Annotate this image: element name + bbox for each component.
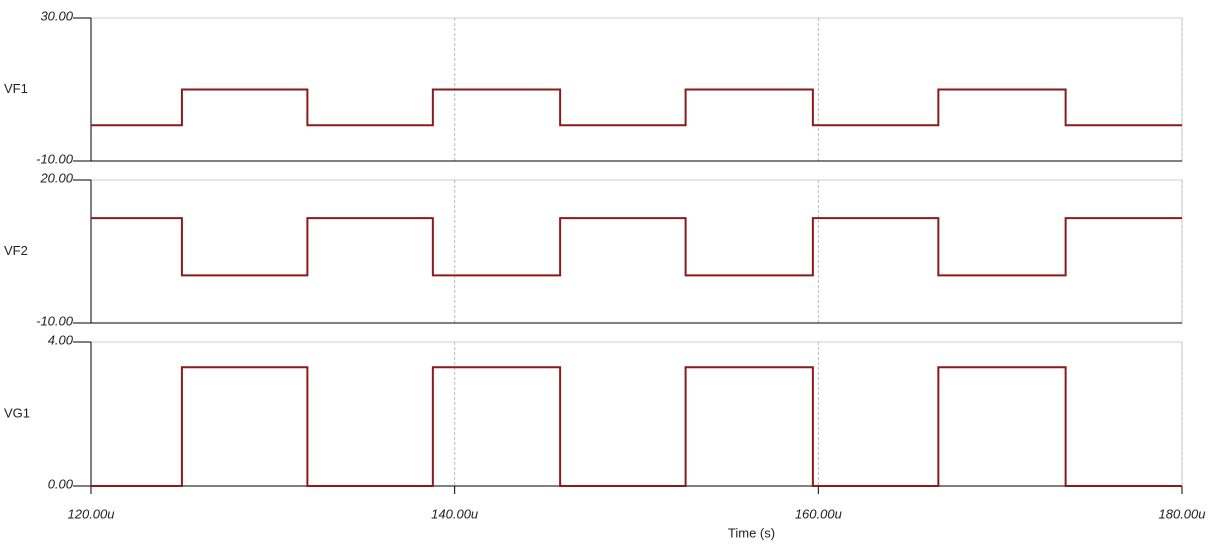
y-tick-label: 30.00: [40, 8, 73, 23]
x-axis-label: Time (s): [728, 525, 775, 540]
y-tick-label: -10.00: [36, 151, 74, 166]
x-tick-label: 120.00u: [68, 506, 115, 521]
series-name: VF1: [4, 81, 28, 96]
plot-frame: [90, 341, 1183, 487]
y-tick-label: -10.00: [36, 313, 74, 328]
series-name: VF2: [4, 243, 28, 258]
x-tick-label: 180.00u: [1159, 506, 1206, 521]
series-line: [91, 88, 1182, 127]
y-tick-label: 0.00: [48, 476, 74, 491]
y-tick-label: 20.00: [39, 170, 73, 185]
series-name: VG1: [4, 405, 30, 420]
series-line: [91, 366, 1182, 487]
series-line: [91, 217, 1182, 277]
plot-frame: [90, 179, 1183, 324]
x-tick-label: 140.00u: [431, 506, 478, 521]
y-tick-label: 4.00: [48, 332, 74, 347]
x-tick-label: 160.00u: [795, 506, 842, 521]
